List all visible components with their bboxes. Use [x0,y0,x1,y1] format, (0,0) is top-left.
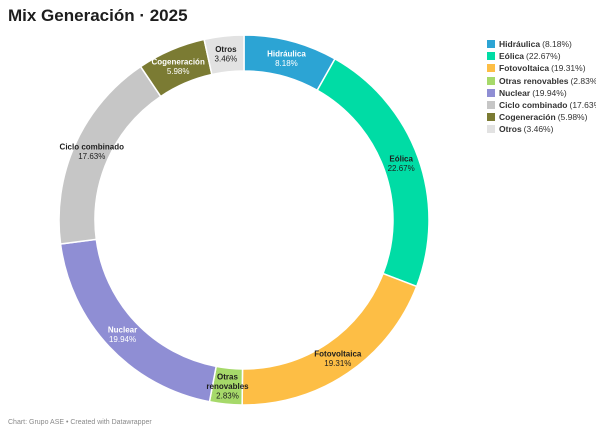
slice-label-pct: 19.31% [324,359,351,368]
slice-group [58,34,430,406]
legend-swatch [487,52,495,61]
legend-label: Eólica [499,51,525,62]
legend-percentage: (2.83%) [570,75,596,86]
legend-swatch [487,88,495,97]
legend-label: Hidráulica [499,39,541,50]
slice-label-pct: 8.18% [275,59,298,68]
legend-item-nuclear[interactable]: Nuclear (19.94%) [487,87,596,99]
legend-swatch [487,113,495,122]
legend-item-otros[interactable]: Otros (3.46%) [487,123,596,135]
legend-item-hidraulica[interactable]: Hidráulica (8.18%) [487,38,596,50]
slice-label-pct: 5.98% [167,67,190,76]
slice-nuclear[interactable] [59,238,218,403]
legend-percentage: (22.67%) [526,51,561,62]
slice-label-pct: 2.83% [216,392,239,401]
slice-label-name: Nuclear [108,326,137,335]
legend-percentage: (17.63%) [569,100,596,111]
slice-label-name: Otras [217,373,238,382]
legend-percentage: (19.31%) [551,63,586,74]
slice-label-pct: 17.63% [78,152,105,161]
legend-label: Ciclo combinado [499,100,568,111]
legend-label: Otros [499,124,522,135]
legend-swatch [487,40,495,49]
legend-label: Nuclear [499,87,531,98]
slice-fotovoltaica[interactable] [241,272,418,406]
slice-ciclo-combinado[interactable] [58,65,162,245]
legend-swatch [487,125,495,134]
chart-title: Mix Generación · 2025 [8,6,188,25]
slice-label-pct: 22.67% [388,164,415,173]
slice-label-fotovoltaica: Fotovoltaica 19.31% [314,349,362,368]
slice-label-pct: 3.46% [215,55,238,64]
legend-percentage: (3.46%) [523,124,554,135]
slice-label-name: Fotovoltaica [314,349,362,358]
slice-label-eolica: Eólica 22.67% [388,155,415,174]
legend-item-ciclo-combinado[interactable]: Ciclo combinado(17.63%) [487,99,596,111]
slice-otros[interactable] [203,34,245,76]
legend-item-cogeneracion[interactable]: Cogeneración (5.98%) [487,111,596,123]
legend-percentage: (5.98%) [557,112,588,123]
slice-label-name: Otros [215,45,237,54]
slice-label-name: Hidráulica [267,50,306,59]
legend-item-fotovoltaica[interactable]: Fotovoltaica (19.31%) [487,62,596,74]
slice-label-cogeneracion: Cogeneración 5.98% [151,58,204,77]
legend: Hidráulica (8.18%) Eólica (22.67%) Fotovolta… [487,38,596,136]
legend-label: Otras renovables [499,75,569,86]
slice-label-name: Cogeneración [151,58,204,67]
slice-label-otros: Otros 3.46% [215,45,238,64]
slice-label-name: Eólica [389,155,413,164]
slice-label-pct: 19.94% [109,335,136,344]
legend-percentage: (8.18%) [542,39,572,50]
legend-label: Fotovoltaica [499,63,550,74]
donut-chart: Hidráulica 8.18%Eólica 22.67%Fotovoltaica 1… [58,34,430,406]
slice-label-name: renovables [206,382,249,391]
slice-label-otras-renovables: Otras renovables 2.83% [206,373,249,401]
legend-swatch [487,101,495,110]
legend-item-eolica[interactable]: Eólica (22.67%) [487,50,596,62]
slice-label-group: Hidráulica 8.18%Eólica 22.67%Fotovoltaica 1… [60,45,415,400]
legend-swatch [487,64,495,73]
legend-percentage: (19.94%) [532,87,567,98]
chart-footer: Chart: Grupo ASE • Created with Datawrap… [8,419,152,426]
legend-swatch [487,76,495,85]
slice-label-ciclo-combinado: Ciclo combinado 17.63% [60,142,125,161]
legend-label: Cogeneración [499,112,556,123]
legend-item-otras-renovables[interactable]: Otras renovables(2.83%) [487,75,596,87]
slice-label-nuclear: Nuclear 19.94% [108,326,137,345]
slice-label-hidraulica: Hidráulica 8.18% [267,50,306,69]
slice-label-name: Ciclo combinado [60,142,125,151]
